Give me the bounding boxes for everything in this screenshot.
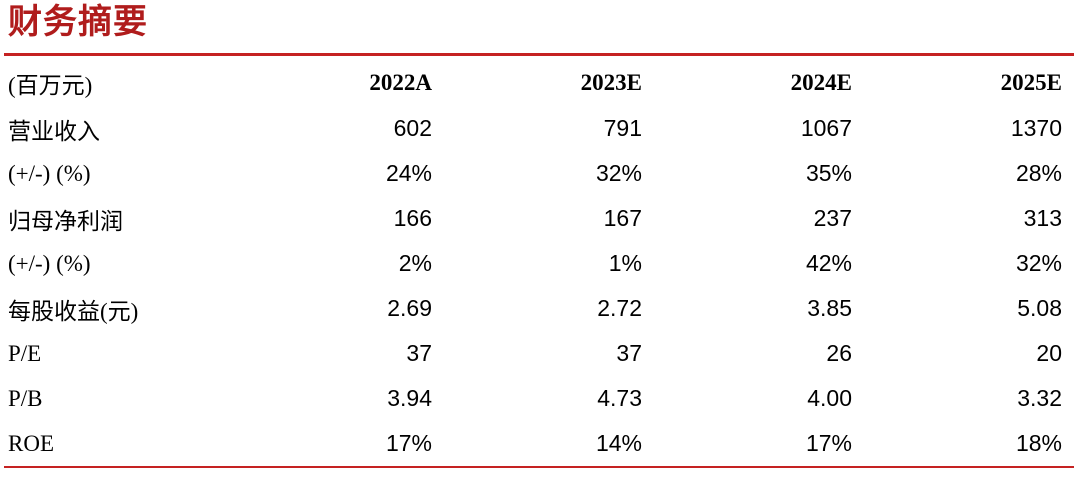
cell-value: 17% <box>805 430 852 456</box>
cell-value: 4.73 <box>597 385 642 411</box>
cell-value: 2.69 <box>387 295 432 321</box>
cell-value: 37 <box>616 340 642 366</box>
cell-value: 602 <box>393 115 432 141</box>
financial-summary-table: (百万元) 2022A 2023E 2024E 2025E 营业收入 602 7… <box>8 59 1062 466</box>
table-row-revenue-growth: (+/-) (%) 24% 32% 35% 28% <box>8 151 1062 196</box>
cell-value: 2% <box>398 250 432 276</box>
cell-value: 32% <box>595 160 642 186</box>
cell-value: 24% <box>385 160 432 186</box>
cell-value: 18% <box>1015 430 1062 456</box>
cell-value: 167 <box>603 205 642 231</box>
cell-value: 28% <box>1015 160 1062 186</box>
row-label: 每股收益(元) <box>8 298 139 324</box>
cell-value: 2.72 <box>597 295 642 321</box>
page-title: 财务摘要 <box>8 4 148 41</box>
cell-value: 1370 <box>1010 115 1062 141</box>
cell-value: 26 <box>826 340 852 366</box>
row-label: P/E <box>8 340 42 366</box>
cell-value: 4.00 <box>807 385 852 411</box>
row-label: (+/-) (%) <box>8 160 91 186</box>
cell-value: 37 <box>406 340 432 366</box>
table-row-eps: 每股收益(元) 2.69 2.72 3.85 5.08 <box>8 286 1062 331</box>
row-label: ROE <box>8 430 54 456</box>
cell-value: 32% <box>1015 250 1062 276</box>
table-header-row: (百万元) 2022A 2023E 2024E 2025E <box>8 59 1062 106</box>
table-row-pe: P/E 37 37 26 20 <box>8 331 1062 376</box>
table-row-revenue: 营业收入 602 791 1067 1370 <box>8 106 1062 151</box>
title-divider-line <box>4 53 1074 56</box>
table-row-roe: ROE 17% 14% 17% 18% <box>8 421 1062 466</box>
column-header-2023e: 2023E <box>580 69 642 95</box>
table-row-pb: P/B 3.94 4.73 4.00 3.32 <box>8 376 1062 421</box>
cell-value: 313 <box>1023 205 1062 231</box>
cell-value: 237 <box>813 205 852 231</box>
unit-label: (百万元) <box>8 72 93 98</box>
row-label: 归母净利润 <box>8 208 123 234</box>
row-label: (+/-) (%) <box>8 250 91 276</box>
cell-value: 20 <box>1036 340 1062 366</box>
table-row-net-profit: 归母净利润 166 167 237 313 <box>8 196 1062 241</box>
cell-value: 35% <box>805 160 852 186</box>
bottom-divider-line <box>4 466 1074 468</box>
cell-value: 5.08 <box>1017 295 1062 321</box>
column-header-2025e: 2025E <box>1000 69 1062 95</box>
cell-value: 3.85 <box>807 295 852 321</box>
column-header-2024e: 2024E <box>790 69 852 95</box>
cell-value: 166 <box>393 205 432 231</box>
cell-value: 3.32 <box>1017 385 1062 411</box>
cell-value: 3.94 <box>387 385 432 411</box>
cell-value: 1% <box>608 250 642 276</box>
table-row-net-profit-growth: (+/-) (%) 2% 1% 42% 32% <box>8 241 1062 286</box>
column-header-2022a: 2022A <box>369 69 432 95</box>
row-label: 营业收入 <box>8 118 100 144</box>
cell-value: 14% <box>595 430 642 456</box>
cell-value: 42% <box>805 250 852 276</box>
cell-value: 17% <box>385 430 432 456</box>
row-label: P/B <box>8 385 43 411</box>
cell-value: 1067 <box>800 115 852 141</box>
cell-value: 791 <box>603 115 642 141</box>
